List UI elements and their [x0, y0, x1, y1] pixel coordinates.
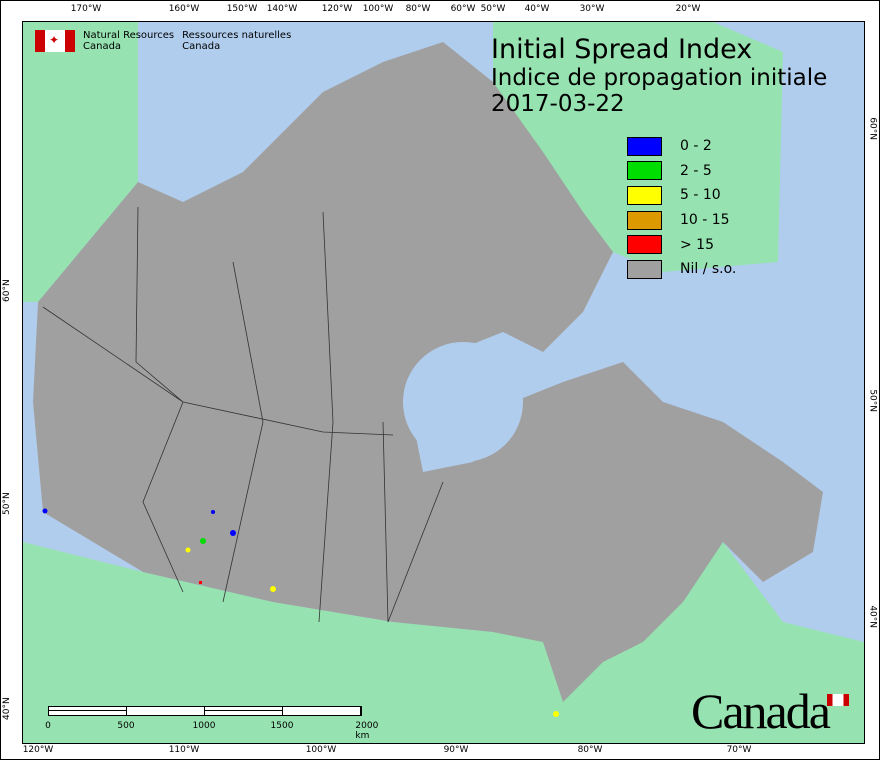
isi-point — [230, 530, 236, 536]
legend-item: 0 - 2 — [627, 134, 736, 159]
graticule-label: 150°W — [226, 4, 258, 14]
agency-fr-2: Canada — [182, 41, 221, 52]
graticule-label: 110°W — [168, 745, 200, 755]
graticule-label: 60°N — [868, 117, 878, 140]
isi-point — [42, 508, 48, 514]
graticule-label: 40°W — [524, 4, 550, 14]
legend-item: > 15 — [627, 232, 736, 257]
legend-label: 5 - 10 — [680, 187, 721, 204]
scale-label: 500 — [117, 721, 135, 731]
basemap — [23, 22, 864, 743]
graticule-label: 50°N — [868, 389, 878, 412]
title-en: Initial Spread Index — [491, 34, 753, 65]
legend-item: Nil / s.o. — [627, 257, 736, 282]
graticule-label: 170°W — [70, 4, 102, 14]
legend-swatch — [627, 185, 662, 205]
graticule-label: 40°N — [868, 605, 878, 628]
wordmark-flag-icon — [827, 694, 849, 706]
provincial-borders — [42, 206, 444, 623]
graticule-label: 30°W — [579, 4, 605, 14]
isi-point — [185, 547, 191, 553]
graticule-label: 60°N — [2, 279, 12, 302]
canada-wordmark: Canada — [691, 683, 831, 739]
legend-label: 10 - 15 — [680, 212, 730, 229]
isi-point — [199, 581, 202, 584]
legend-swatch — [627, 161, 662, 181]
hudson-bay — [403, 342, 523, 462]
isi-point — [211, 510, 215, 514]
scale-label: 2000 km — [355, 721, 379, 741]
nrcan-signature: ✦ Natural Resources Canada Ressources nat… — [35, 30, 291, 52]
legend: 0 - 2 2 - 5 5 - 10 10 - 15 > 15 Nil / s.o. — [627, 134, 736, 282]
graticule-label: 40°N — [2, 697, 12, 720]
alaska-land — [23, 22, 138, 302]
legend-swatch — [627, 136, 662, 156]
agency-fr: Ressources naturelles — [182, 30, 292, 41]
legend-label: > 15 — [680, 236, 714, 253]
legend-item: 5 - 10 — [627, 183, 736, 208]
graticule-label: 120°W — [22, 745, 54, 755]
graticule-label: 120°W — [321, 4, 353, 14]
canada-flag-icon: ✦ — [35, 30, 75, 52]
map-date: 2017-03-22 — [491, 91, 625, 117]
graticule-label: 140°W — [266, 4, 298, 14]
map-canvas: ✦ Natural Resources Canada Ressources nat… — [22, 21, 865, 744]
graticule-label: 60°W — [450, 4, 476, 14]
agency-en: Natural Resources — [83, 30, 175, 41]
graticule-label: 160°W — [168, 4, 200, 14]
scale-label: 1500 — [270, 721, 294, 731]
legend-label: Nil / s.o. — [680, 261, 737, 278]
graticule-label: 20°W — [675, 4, 701, 14]
scale-label: 0 — [45, 721, 51, 731]
usa-land — [23, 542, 864, 743]
title-fr: Indice de propagation initiale — [491, 65, 828, 91]
graticule-label: 70°W — [726, 745, 752, 755]
legend-label: 0 - 2 — [680, 138, 712, 155]
graticule-label: 50°W — [480, 4, 506, 14]
graticule-label: 80°W — [405, 4, 431, 14]
graticule-label: 80°W — [577, 745, 603, 755]
isi-point — [553, 711, 559, 717]
legend-swatch — [627, 235, 662, 255]
graticule-label: 100°W — [305, 745, 337, 755]
isi-point — [270, 586, 276, 592]
legend-label: 2 - 5 — [680, 162, 712, 179]
scale-bar: 0 500 1000 1500 2000 km — [45, 706, 378, 741]
legend-item: 2 - 5 — [627, 159, 736, 184]
isi-point — [200, 538, 206, 544]
legend-swatch — [627, 210, 662, 230]
legend-item: 10 - 15 — [627, 208, 736, 233]
graticule-label: 90°W — [443, 745, 469, 755]
graticule-label: 100°W — [362, 4, 394, 14]
graticule-label: 50°N — [2, 492, 12, 515]
map-title: Initial Spread Index Indice de propagati… — [491, 34, 827, 117]
scale-label: 1000 — [192, 721, 216, 731]
agency-en-2: Canada — [83, 41, 122, 52]
legend-swatch — [627, 259, 662, 279]
